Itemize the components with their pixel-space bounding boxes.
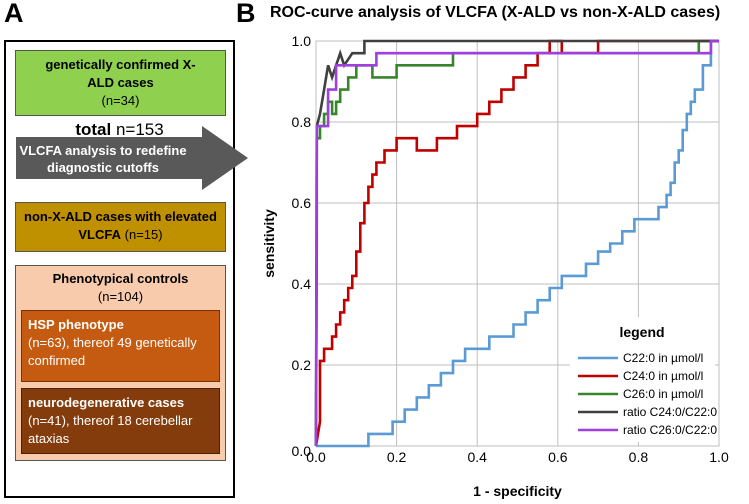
legend-label-0: C22:0 in µmol/l xyxy=(623,351,703,365)
legend: legend C22:0 in µmol/l C24:0 in µmol/l C26:… xyxy=(570,317,717,442)
non-xald-count: (n=15) xyxy=(124,227,163,242)
phenotypical-count: (n=104) xyxy=(97,289,144,304)
arrow-shape xyxy=(16,126,248,190)
neuro-title: neurodegenerative cases xyxy=(28,395,185,410)
legend-label-3: ratio C24:0/C22:0 xyxy=(623,405,717,419)
legend-title: legend xyxy=(619,324,664,340)
x-tick-label: 1.0 xyxy=(709,449,729,465)
y-tick-label: 0.2 xyxy=(292,357,312,373)
total-count: total n=153 xyxy=(6,120,233,140)
non-xald-box: non-X-ALD cases with elevated VLCFA (n=1… xyxy=(15,202,226,252)
xald-box-title: genetically confirmed X-ALD cases xyxy=(45,57,196,90)
hsp-detail: (n=63), thereof 49 genetically confirmed xyxy=(28,335,197,368)
panel-a-label: A xyxy=(4,0,24,28)
xald-box-count: (n=34) xyxy=(101,93,140,108)
total-label: total xyxy=(75,120,112,139)
roc-series-0 xyxy=(316,39,719,448)
x-tick-label: 0.4 xyxy=(467,449,487,465)
legend-background xyxy=(570,317,715,442)
total-value: n=153 xyxy=(115,120,164,139)
series-layer xyxy=(314,39,719,448)
roc-series-1 xyxy=(314,39,719,447)
hsp-phenotype-box: HSP phenotype (n=63), thereof 49 genetic… xyxy=(21,310,220,382)
legend-label-2: C26:0 in µmol/l xyxy=(623,387,703,401)
x-tick-label: 0.0 xyxy=(306,449,326,465)
arrow-text: VLCFA analysis to redefine diagnostic cu… xyxy=(19,143,187,175)
y-tick-label: 1.0 xyxy=(292,33,312,49)
panel-b-label: B xyxy=(236,0,256,28)
y-tick-label: 0.4 xyxy=(292,276,312,292)
y-tick-label: 0.8 xyxy=(292,114,312,130)
neuro-detail: (n=41), thereof 18 cerebellar ataxias xyxy=(28,413,193,446)
roc-series-4 xyxy=(314,39,719,447)
x-tick-label: 0.8 xyxy=(629,449,649,465)
non-xald-title: non-X-ALD cases with elevated VLCFA xyxy=(24,209,217,242)
legend-label-4: ratio C26:0/C22:0 xyxy=(623,423,717,437)
phenotypical-title: Phenotypical controls xyxy=(52,271,189,286)
xald-cases-box: genetically confirmed X-ALD cases (n=34) xyxy=(15,50,226,116)
axis-layer: 0.0 0.2 0.4 0.6 0.8 1.0 0.2 0.4 0.6 0.8 1.0 0.0 1 - … xyxy=(261,33,729,499)
origin-tick-label: 0.0 xyxy=(292,443,312,459)
cohort-diagram: genetically confirmed X-ALD cases (n=34)… xyxy=(4,40,235,498)
arrow-polygon xyxy=(16,126,248,190)
x-tick-label: 0.2 xyxy=(387,449,407,465)
x-axis-label: 1 - specificity xyxy=(473,483,562,499)
y-axis-label: sensitivity xyxy=(261,209,277,278)
y-tick-label: 0.6 xyxy=(292,195,312,211)
legend-label-1: C24:0 in µmol/l xyxy=(623,369,703,383)
hsp-title: HSP phenotype xyxy=(28,317,124,332)
x-tick-label: 0.6 xyxy=(548,449,568,465)
chart-title: ROC-curve analysis of VLCFA (X-ALD vs no… xyxy=(270,4,721,21)
neurodegenerative-box: neurodegenerative cases (n=41), thereof … xyxy=(21,388,220,454)
